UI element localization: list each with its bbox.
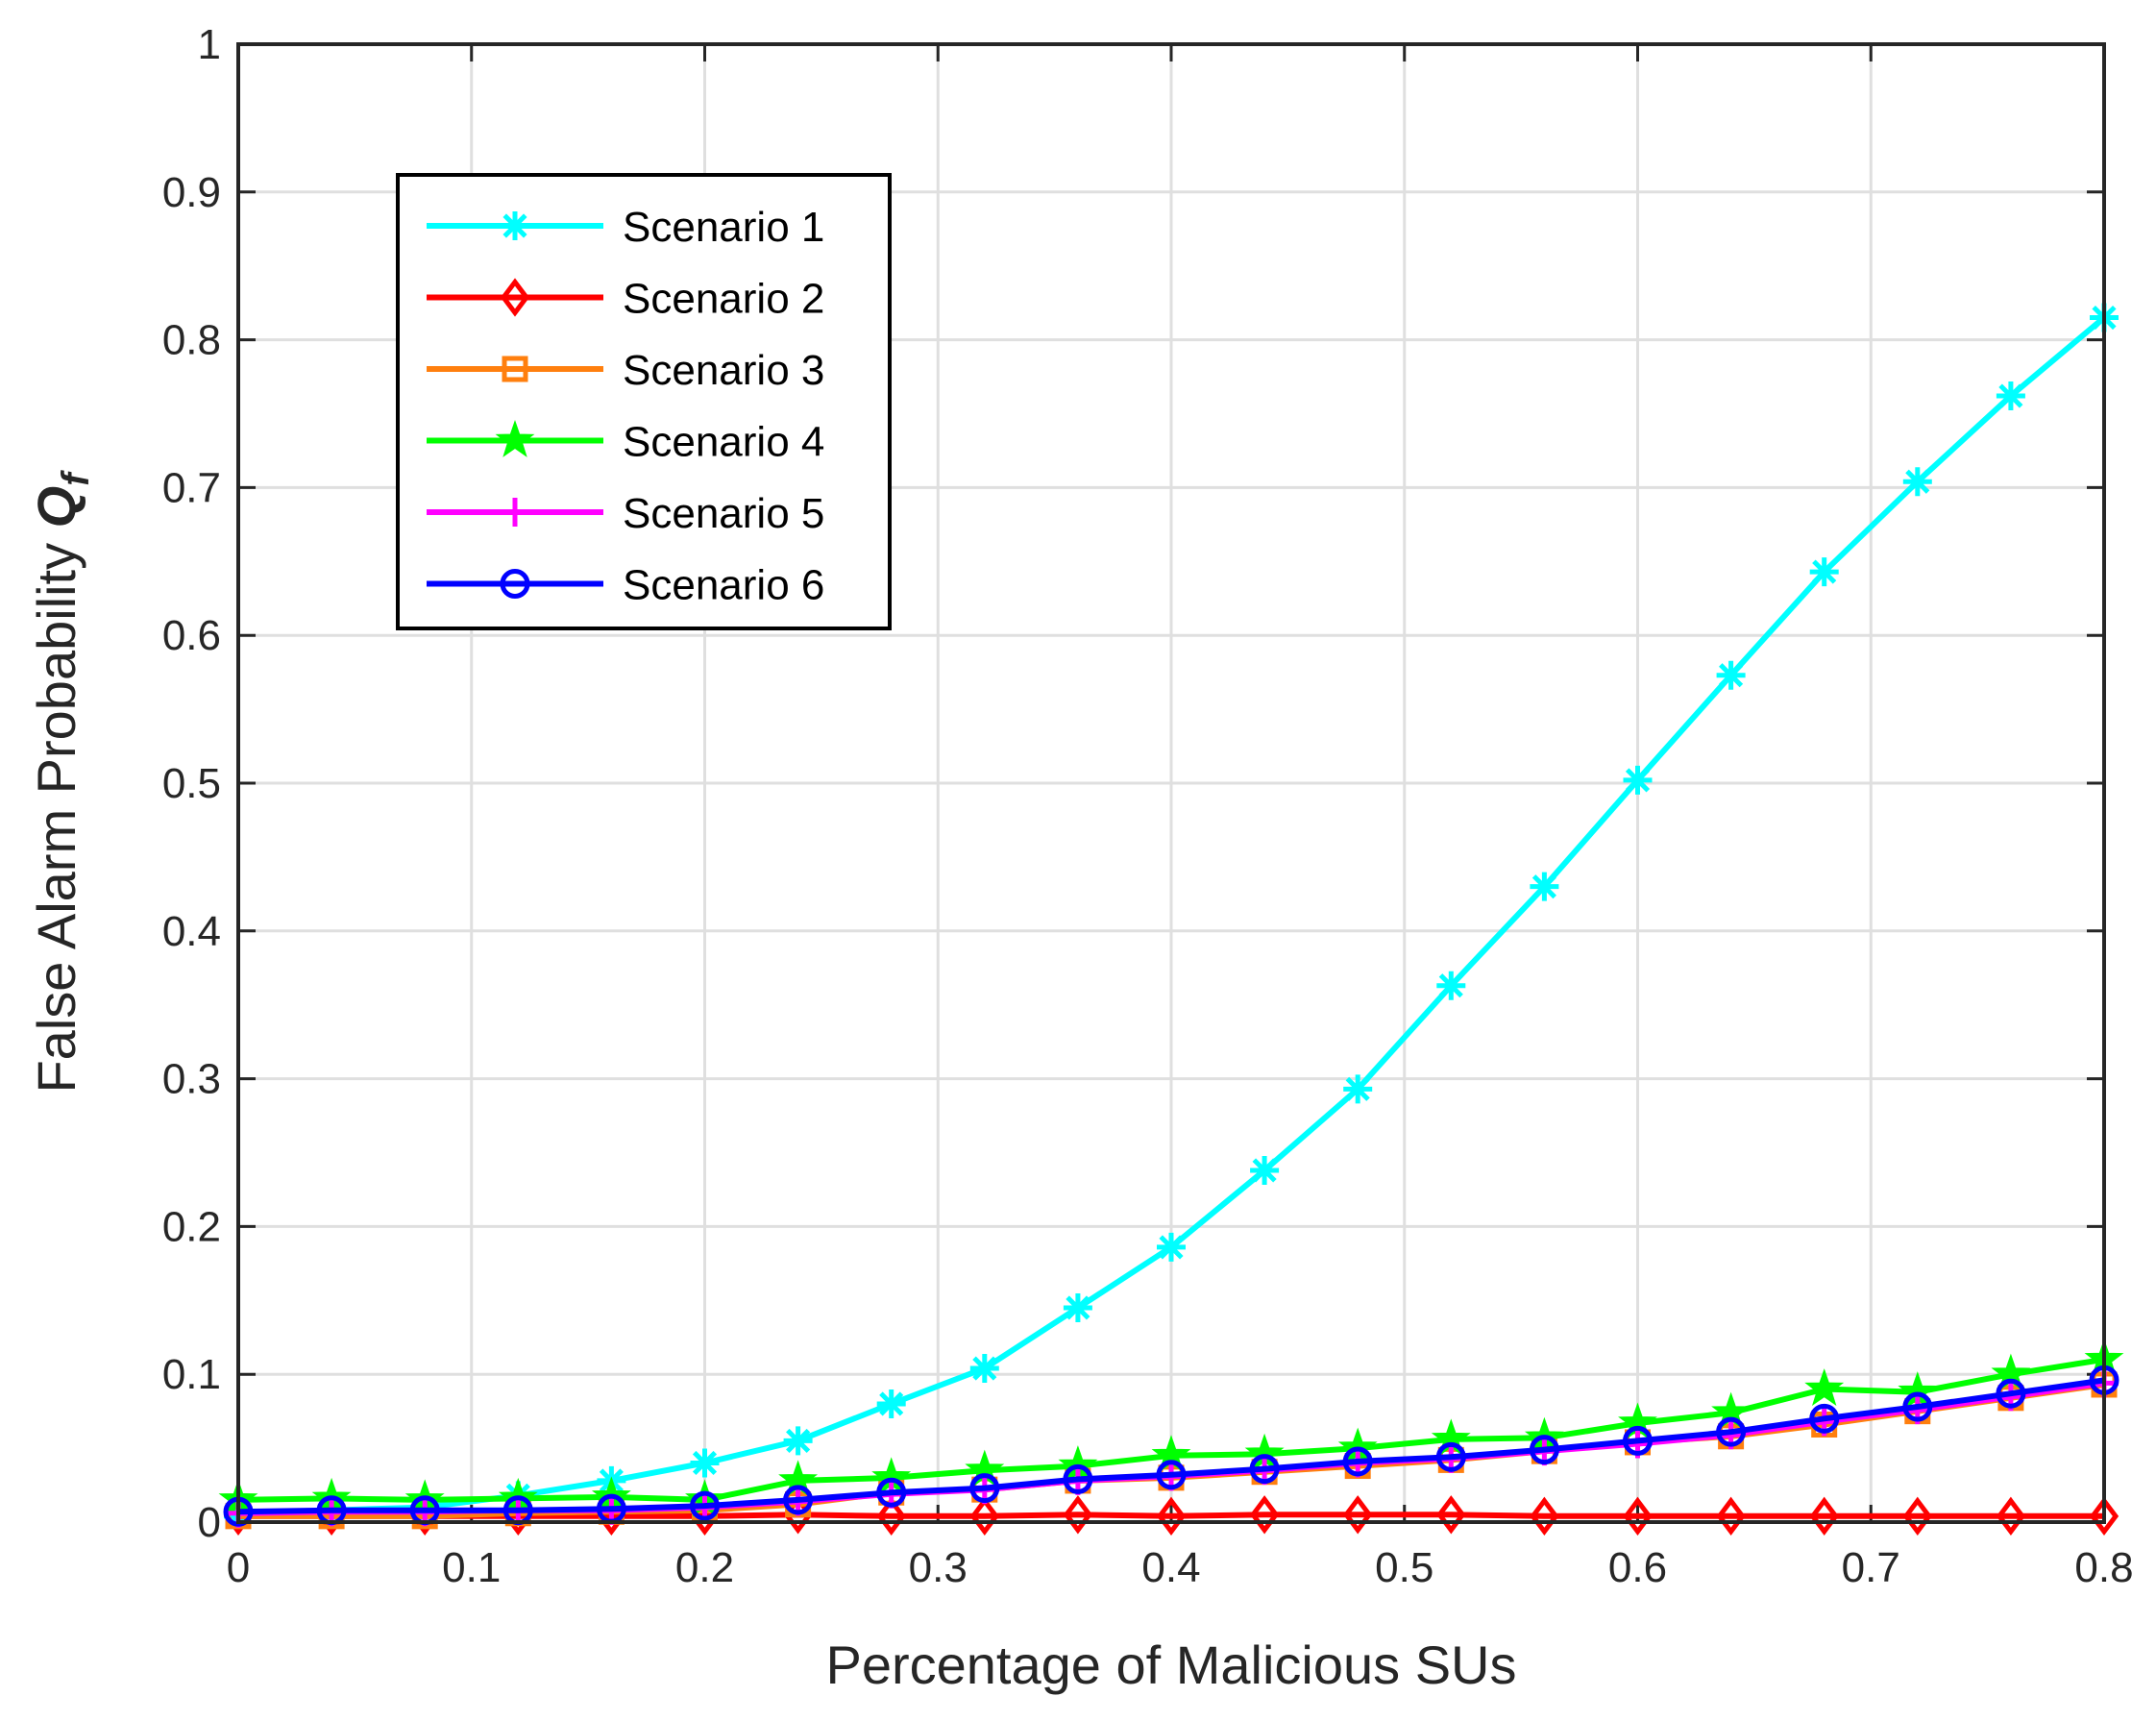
x-tick-label: 0.7: [1842, 1544, 1900, 1591]
data-point: [1530, 1496, 1559, 1537]
data-point: [1436, 1495, 1466, 1535]
data-point: [1063, 1495, 1093, 1535]
plot-area-frame: [236, 42, 2106, 1524]
legend-label: Scenario 3: [623, 347, 824, 394]
data-point: [1996, 1378, 2026, 1409]
y-tick-label: 0.2: [162, 1203, 221, 1250]
series-line: [238, 1512, 2104, 1519]
legend-marker: [501, 211, 529, 240]
data-point: [1716, 1416, 1747, 1447]
data-point: [1996, 381, 2025, 411]
x-tick-labels: 0 0.1 0.2 0.3 0.4 0.5 0.6 0.7 0.8: [227, 1544, 2134, 1591]
data-point: [1902, 467, 1932, 497]
x-tick-label: 0.2: [675, 1544, 734, 1591]
data-point: [1250, 1155, 1280, 1185]
x-tick-label: 0: [227, 1544, 250, 1591]
legend-box: [396, 173, 892, 630]
data-point: [1996, 1496, 2026, 1537]
x-tick-label: 0.4: [1141, 1544, 1200, 1591]
y-tick-label: 0.5: [162, 760, 221, 807]
y-axis-label-subscript: f: [55, 470, 97, 486]
data-point: [1249, 1454, 1280, 1485]
data-point: [1809, 557, 1839, 587]
data-point: [1343, 1074, 1373, 1104]
legend-label: Scenario 2: [623, 276, 824, 323]
y-axis-label: False Alarm Probability Qf: [26, 470, 97, 1094]
data-point: [1902, 1496, 1932, 1537]
data-point: [1902, 1391, 1933, 1422]
data-point: [690, 1448, 720, 1478]
legend-marker: [500, 569, 530, 599]
legend-label: Scenario 6: [623, 562, 824, 609]
legend: Scenario 1 Scenario 2 Scenario 3 Scenario 4…: [396, 173, 892, 630]
y-axis-label-symbol: Q: [26, 486, 86, 529]
y-axis-label-text: False Alarm Probability: [26, 528, 86, 1093]
data-point: [783, 1426, 813, 1456]
legend-entry: Scenario 1: [427, 204, 824, 251]
data-point: [969, 1354, 999, 1384]
series-line: [237, 1377, 2105, 1515]
y-tick-label: 0.8: [162, 317, 221, 364]
data-point: [1343, 1495, 1373, 1535]
legend-marker: [501, 498, 529, 527]
data-point: [1623, 1425, 1653, 1456]
data-point: [1063, 1292, 1092, 1322]
data-point: [1809, 1403, 1840, 1434]
data-point: [876, 1389, 906, 1418]
legend-marker: [495, 419, 535, 457]
y-tick-label: 0.1: [162, 1351, 221, 1398]
data-point: [1804, 1368, 1845, 1407]
data-point: [969, 1473, 1000, 1504]
data-point: [1249, 1495, 1280, 1535]
y-tick-label: 0: [198, 1499, 221, 1546]
data-point: [1809, 1496, 1839, 1537]
legend-label: Scenario 5: [623, 490, 824, 537]
y-tick-label: 0.9: [162, 169, 221, 216]
data-point: [1063, 1463, 1093, 1494]
x-tick-label: 0.6: [1608, 1544, 1667, 1591]
y-tick-label: 0.6: [162, 612, 221, 659]
legend-label: Scenario 4: [623, 419, 824, 466]
legend-entry: Scenario 5: [427, 490, 824, 537]
y-tick-label: 1: [198, 21, 221, 68]
x-tick-label: 0.8: [2074, 1544, 2133, 1591]
data-point: [876, 1496, 906, 1537]
legend-entry: Scenario 4: [427, 419, 824, 466]
data-point: [1436, 971, 1466, 1000]
data-point: [1156, 1496, 1187, 1537]
data-point: [1435, 1441, 1466, 1472]
y-tick-label: 0.7: [162, 464, 221, 511]
data-point: [1530, 872, 1559, 901]
data-point: [783, 1485, 814, 1515]
legend-entry: Scenario 2: [427, 276, 824, 323]
x-axis-label: Percentage of Malicious SUs: [825, 1635, 1516, 1695]
legend-label: Scenario 1: [623, 204, 824, 251]
data-point: [1342, 1446, 1373, 1477]
data-point: [1156, 1460, 1187, 1490]
data-point: [876, 1477, 907, 1508]
data-point: [969, 1496, 999, 1537]
legend-entry: Scenario 6: [427, 562, 824, 609]
legend-marker: [502, 356, 528, 382]
y-tick-label: 0.3: [162, 1056, 221, 1103]
data-point: [1157, 1232, 1186, 1262]
y-tick-labels: 0 0.1 0.2 0.3 0.4 0.5 0.6 0.7 0.8 0.9 1: [162, 21, 221, 1546]
data-point: [1716, 660, 1746, 690]
data-point: [690, 1490, 720, 1521]
x-tick-label: 0.5: [1375, 1544, 1433, 1591]
x-tick-label: 0.1: [442, 1544, 501, 1591]
legend-entry: Scenario 3: [427, 347, 824, 394]
data-series: [218, 303, 2124, 1537]
data-point: [2089, 1496, 2119, 1537]
data-point: [1716, 1496, 1746, 1537]
data-point: [1529, 1435, 1559, 1465]
data-point: [1623, 765, 1653, 795]
data-point: [1623, 1496, 1653, 1537]
y-tick-label: 0.4: [162, 908, 221, 955]
x-tick-label: 0.3: [909, 1544, 968, 1591]
legend-marker: [500, 278, 530, 317]
